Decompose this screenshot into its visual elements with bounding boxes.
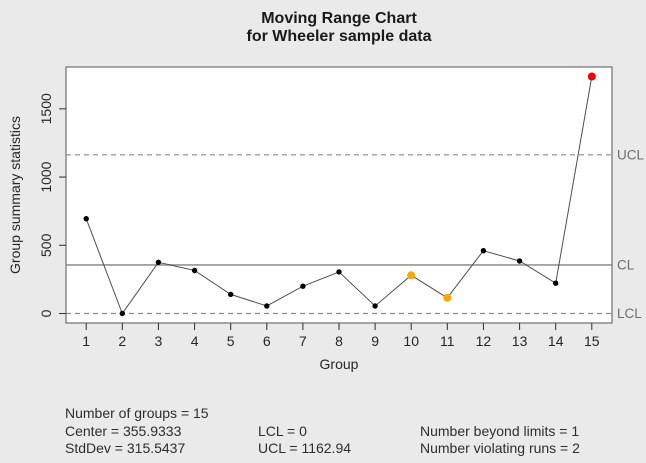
x-tick-label: 8 [335, 333, 343, 349]
x-tick-label: 2 [118, 333, 126, 349]
data-point-12-normal [480, 248, 487, 254]
x-tick-label: 13 [512, 333, 528, 349]
stat-ucl: UCL = 1162.94 [258, 440, 352, 456]
stat-number-beyond-limits: Number beyond limits = 1 [420, 422, 580, 439]
chart-title: Moving Range Chart [261, 10, 417, 27]
data-point-7-normal [300, 283, 306, 289]
x-tick-label: 10 [403, 333, 419, 349]
data-point-15-beyond [587, 72, 596, 81]
stats-column-left: Number of groups = 15 Center = 355.9333 … [65, 405, 209, 458]
data-point-6-normal [264, 303, 270, 309]
chart-subtitle: for Wheeler sample data [246, 28, 432, 45]
stat-center: Center = 355.9333 [65, 422, 182, 439]
data-point-5-normal [228, 291, 234, 298]
data-point-4-normal [191, 267, 198, 274]
x-tick-label: 14 [548, 333, 564, 349]
data-point-2-normal [119, 310, 126, 317]
x-tick-label: 3 [155, 333, 163, 349]
chart-title-block: Moving Range Chart for Wheeler sample da… [247, 10, 432, 46]
data-point-11-runs [443, 293, 452, 302]
x-tick-label: 4 [191, 333, 199, 349]
data-point-14-normal [553, 280, 559, 286]
y-tick-label: 1500 [38, 93, 54, 124]
x-tick-label: 11 [440, 333, 455, 349]
data-point-1-normal [83, 216, 89, 222]
stat-stddev: StdDev = 315.5437 [65, 440, 186, 456]
stats-column-right: Number beyond limits = 1 Number violatin… [420, 423, 580, 458]
data-point-8-normal [336, 269, 342, 275]
y-tick-label: 1000 [38, 161, 54, 192]
x-axis-label: Group [319, 356, 359, 372]
x-tick-label: 7 [299, 333, 307, 349]
x-tick-label: 9 [371, 333, 379, 349]
y-tick-label: 0 [38, 309, 54, 317]
lcl-label: LCL [617, 306, 642, 321]
stats-column-middle: LCL = 0 UCL = 1162.94 [258, 423, 351, 458]
x-tick-label: 15 [584, 333, 600, 349]
cl-label: CL [617, 258, 635, 273]
stat-number-of-groups: Number of groups = 15 [65, 405, 209, 421]
x-tick-label: 5 [227, 333, 235, 349]
data-point-3-normal [155, 259, 162, 265]
stat-number-violating-runs: Number violating runs = 2 [420, 440, 580, 456]
data-point-9-normal [372, 303, 378, 309]
stat-lcl: LCL = 0 [258, 422, 307, 439]
data-point-10-runs [407, 271, 416, 280]
x-tick-label: 12 [476, 333, 492, 349]
x-tick-label: 6 [263, 333, 271, 349]
x-tick-label: 1 [82, 333, 90, 349]
ucl-label: UCL [617, 148, 644, 163]
y-tick-label: 500 [38, 233, 54, 257]
plot-background [66, 67, 612, 323]
data-point-13-normal [516, 258, 523, 264]
